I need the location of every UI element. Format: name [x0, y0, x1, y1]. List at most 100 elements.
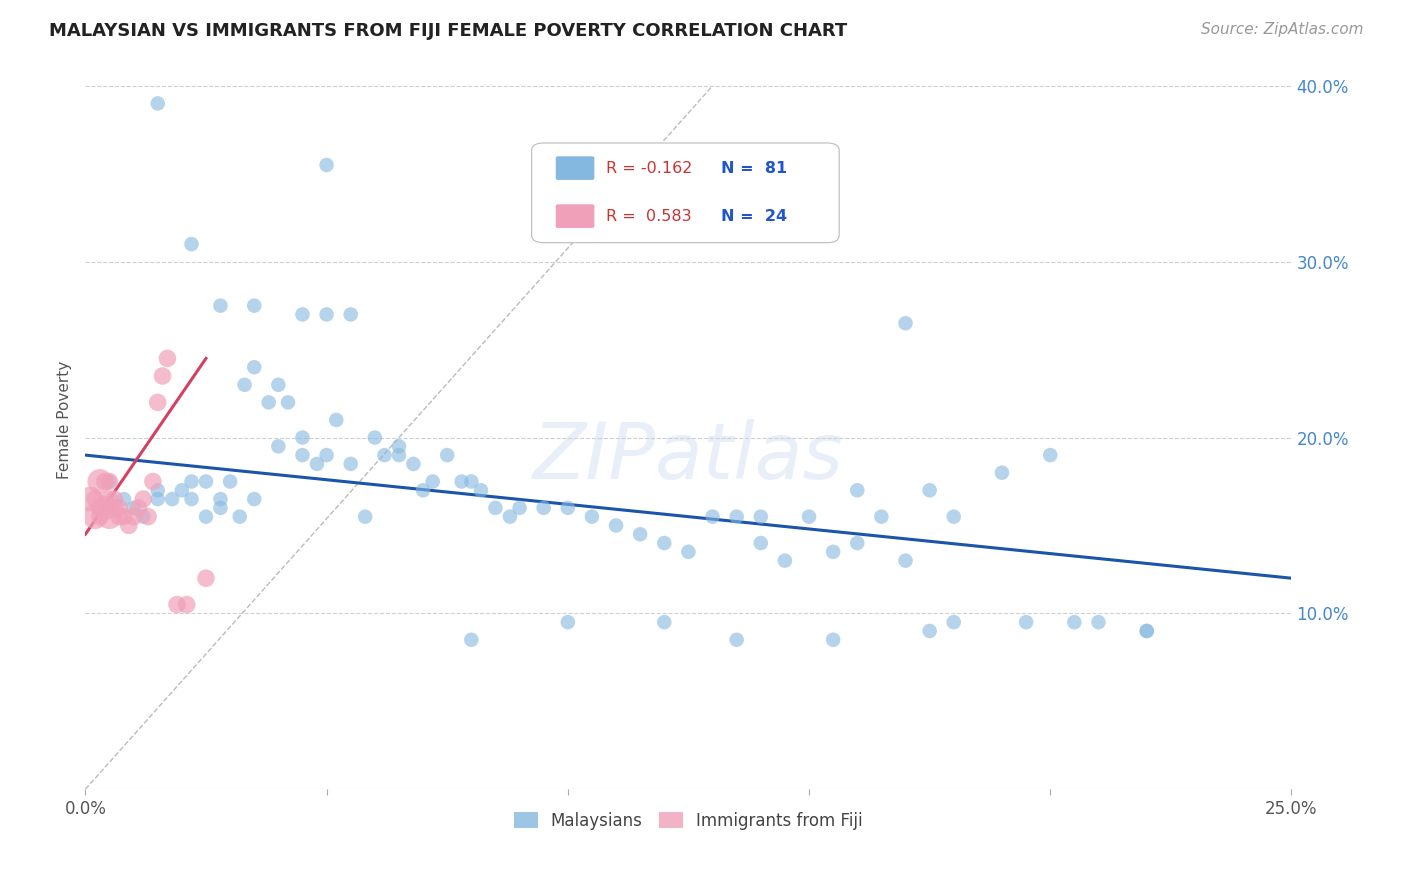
- Point: [1039, 448, 1062, 462]
- Point: [166, 598, 188, 612]
- Point: [89, 509, 111, 524]
- Point: [229, 509, 252, 524]
- Point: [277, 395, 299, 409]
- Point: [1136, 624, 1159, 638]
- Point: [388, 439, 411, 453]
- FancyBboxPatch shape: [531, 143, 839, 243]
- Point: [160, 492, 183, 507]
- Point: [209, 492, 232, 507]
- Point: [725, 509, 748, 524]
- Point: [195, 509, 218, 524]
- Point: [170, 483, 193, 498]
- Point: [127, 500, 149, 515]
- Text: R =  0.583: R = 0.583: [606, 209, 692, 224]
- Point: [98, 475, 121, 489]
- Text: ZIPatlas: ZIPatlas: [533, 419, 844, 495]
- Point: [678, 545, 700, 559]
- Point: [470, 483, 492, 498]
- Point: [291, 431, 314, 445]
- Point: [484, 500, 506, 515]
- Point: [209, 500, 232, 515]
- Text: Source: ZipAtlas.com: Source: ZipAtlas.com: [1201, 22, 1364, 37]
- Point: [156, 351, 179, 366]
- Point: [89, 500, 111, 515]
- Point: [180, 237, 202, 252]
- FancyBboxPatch shape: [555, 156, 595, 180]
- Point: [749, 536, 772, 550]
- Point: [267, 377, 290, 392]
- Point: [195, 475, 218, 489]
- Point: [93, 500, 115, 515]
- Point: [460, 632, 482, 647]
- Point: [243, 492, 266, 507]
- Point: [305, 457, 328, 471]
- Point: [112, 509, 135, 524]
- Point: [749, 509, 772, 524]
- Point: [93, 475, 115, 489]
- Point: [436, 448, 458, 462]
- Point: [79, 492, 101, 507]
- Point: [797, 509, 820, 524]
- Point: [450, 475, 472, 489]
- Point: [112, 492, 135, 507]
- Point: [991, 466, 1014, 480]
- Point: [84, 509, 107, 524]
- Point: [942, 615, 965, 629]
- Point: [122, 500, 145, 515]
- Point: [291, 308, 314, 322]
- Point: [146, 483, 169, 498]
- Point: [870, 509, 893, 524]
- Point: [557, 615, 579, 629]
- Point: [180, 475, 202, 489]
- Point: [132, 492, 155, 507]
- Point: [581, 509, 603, 524]
- FancyBboxPatch shape: [555, 204, 595, 228]
- Point: [652, 536, 675, 550]
- Point: [209, 299, 232, 313]
- Point: [146, 96, 169, 111]
- Point: [702, 509, 724, 524]
- Point: [84, 492, 107, 507]
- Point: [373, 448, 395, 462]
- Point: [652, 615, 675, 629]
- Point: [1063, 615, 1085, 629]
- Point: [146, 492, 169, 507]
- Point: [918, 483, 941, 498]
- Point: [1015, 615, 1038, 629]
- Point: [233, 377, 256, 392]
- Point: [93, 500, 115, 515]
- Point: [1136, 624, 1159, 638]
- Point: [846, 536, 869, 550]
- Point: [628, 527, 651, 541]
- Point: [1087, 615, 1109, 629]
- Point: [267, 439, 290, 453]
- Point: [422, 475, 444, 489]
- Point: [354, 509, 377, 524]
- Text: MALAYSIAN VS IMMIGRANTS FROM FIJI FEMALE POVERTY CORRELATION CHART: MALAYSIAN VS IMMIGRANTS FROM FIJI FEMALE…: [49, 22, 848, 40]
- Point: [725, 632, 748, 647]
- Point: [98, 492, 121, 507]
- Point: [108, 500, 131, 515]
- Point: [315, 448, 337, 462]
- Point: [339, 308, 361, 322]
- Point: [118, 518, 141, 533]
- Point: [103, 500, 125, 515]
- Point: [894, 316, 917, 330]
- Point: [533, 500, 555, 515]
- Point: [146, 395, 169, 409]
- Point: [364, 431, 387, 445]
- Point: [219, 475, 242, 489]
- Point: [557, 500, 579, 515]
- Point: [846, 483, 869, 498]
- Point: [243, 360, 266, 375]
- Text: R = -0.162: R = -0.162: [606, 161, 693, 176]
- Point: [773, 554, 796, 568]
- Point: [108, 509, 131, 524]
- Point: [291, 448, 314, 462]
- Point: [103, 492, 125, 507]
- Point: [942, 509, 965, 524]
- Point: [402, 457, 425, 471]
- Point: [315, 158, 337, 172]
- Point: [176, 598, 198, 612]
- Point: [894, 554, 917, 568]
